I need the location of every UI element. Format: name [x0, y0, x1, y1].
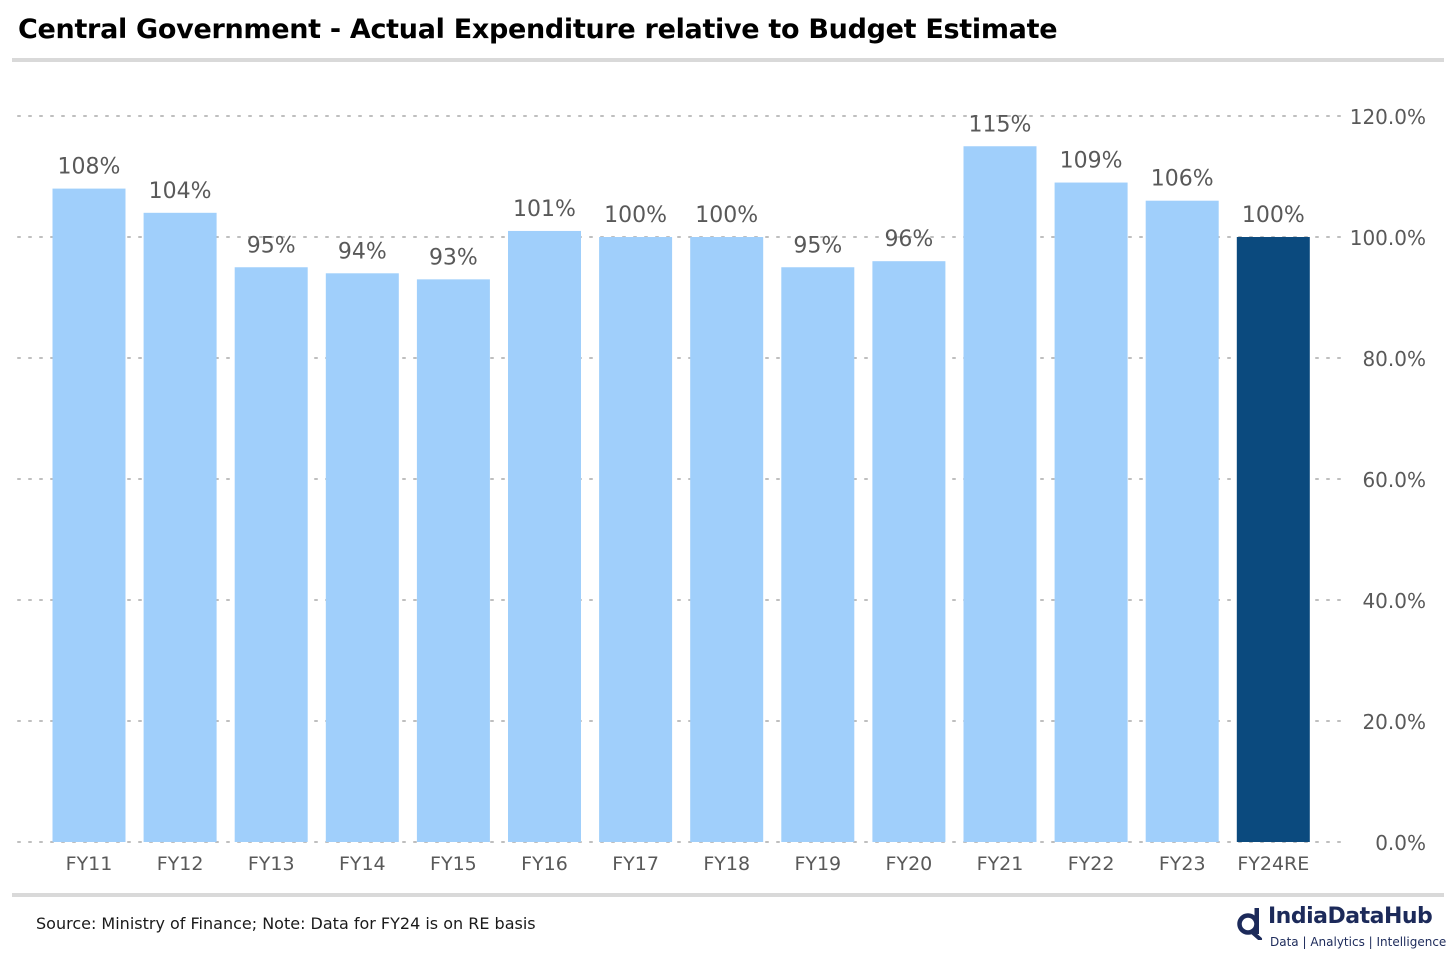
- bar-fy20: [872, 261, 946, 842]
- x-tick-label: FY20: [886, 853, 933, 875]
- y-tick-label: 80.0%: [1362, 347, 1426, 371]
- bars: [52, 146, 1310, 843]
- data-label: 94%: [338, 239, 387, 264]
- x-tick-label: FY17: [612, 853, 659, 875]
- x-tick-label: FY21: [977, 853, 1024, 875]
- bar-fy11: [52, 188, 126, 843]
- data-label: 93%: [429, 245, 478, 270]
- x-axis-ticks: FY11 FY12 FY13 FY14 FY15 FY16 FY17 FY18 FY19 FY20…: [66, 853, 1310, 875]
- bar-fy18: [690, 237, 764, 842]
- bar-fy23: [1145, 200, 1219, 842]
- bar-fy14: [325, 273, 399, 842]
- data-label: 100%: [1242, 203, 1305, 228]
- x-tick-label: FY23: [1159, 853, 1206, 875]
- data-label: 115%: [969, 112, 1032, 137]
- y-tick-label: 100.0%: [1350, 226, 1426, 250]
- brand-logo: IndiaDataHub Data | Analytics | Intellig…: [1236, 904, 1446, 960]
- footer-divider: [12, 893, 1444, 897]
- bar-fy19: [781, 267, 855, 842]
- bar-fy17: [599, 237, 673, 842]
- x-tick-label: FY18: [703, 853, 750, 875]
- brand-name: IndiaDataHub: [1268, 904, 1433, 929]
- title-divider: [12, 58, 1444, 62]
- brand-logo-icon: [1237, 908, 1262, 940]
- brand-tagline: Data | Analytics | Intelligence: [1270, 935, 1447, 949]
- y-tick-label: 40.0%: [1362, 589, 1426, 613]
- x-tick-label: FY15: [430, 853, 477, 875]
- x-tick-label: FY16: [521, 853, 568, 875]
- y-tick-label: 0.0%: [1375, 831, 1426, 855]
- data-label: 108%: [58, 155, 121, 180]
- x-tick-label: FY11: [66, 853, 113, 875]
- bar-fy12: [143, 212, 217, 843]
- data-label: 100%: [604, 203, 667, 228]
- chart-title: Central Government - Actual Expenditure …: [18, 14, 1058, 45]
- x-tick-label: FY14: [339, 853, 386, 875]
- bar-fy22: [1054, 182, 1128, 843]
- y-tick-label: 20.0%: [1362, 710, 1426, 734]
- bar-fy16: [508, 230, 581, 842]
- data-label: 109%: [1060, 149, 1123, 174]
- data-label: 95%: [247, 233, 296, 258]
- x-tick-label: FY13: [248, 853, 295, 875]
- data-label: 101%: [513, 197, 576, 222]
- x-tick-label: FY22: [1068, 853, 1115, 875]
- y-tick-label: 60.0%: [1362, 468, 1426, 492]
- bar-chart: 108% 104% 95% 94% 93% 101% 100% 100% 95% 96% 115% 1…: [17, 105, 1426, 875]
- bar-fy13: [234, 267, 308, 842]
- y-axis-ticks: 0.0% 20.0% 40.0% 60.0% 80.0% 100.0% 120.0%: [1350, 105, 1426, 855]
- data-labels: 108% 104% 95% 94% 93% 101% 100% 100% 95% 96% 115% 1…: [58, 112, 1305, 270]
- bar-fy15: [416, 279, 490, 843]
- data-label: 96%: [884, 227, 933, 252]
- y-tick-label: 120.0%: [1350, 105, 1426, 129]
- x-tick-label: FY24RE: [1237, 853, 1309, 875]
- data-label: 106%: [1151, 167, 1214, 192]
- x-tick-label: FY19: [794, 853, 841, 875]
- x-tick-label: FY12: [157, 853, 204, 875]
- data-label: 95%: [793, 233, 842, 258]
- source-note: Source: Ministry of Finance; Note: Data …: [36, 914, 536, 933]
- data-label: 100%: [695, 203, 758, 228]
- data-label: 104%: [149, 179, 212, 204]
- bar-fy21: [963, 146, 1037, 842]
- bar-fy24re: [1236, 237, 1310, 842]
